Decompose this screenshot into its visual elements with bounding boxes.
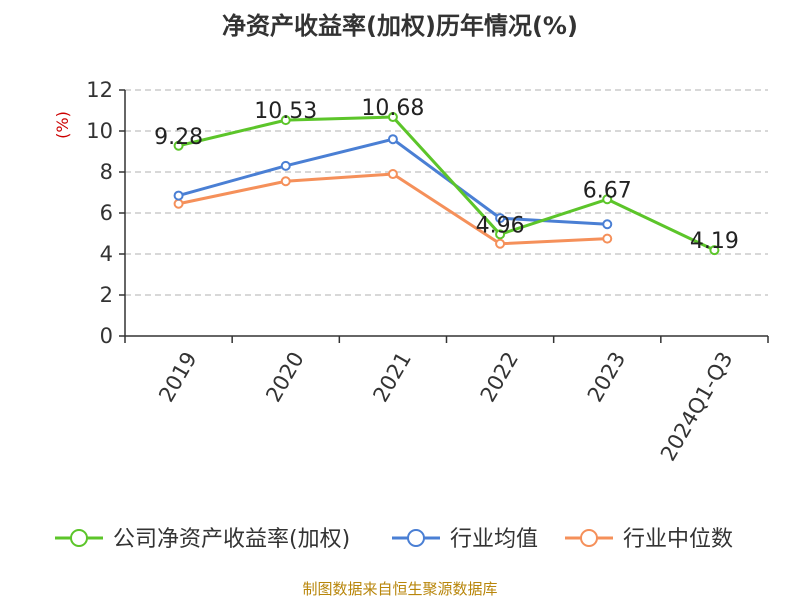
y-tick-label: 4 xyxy=(100,242,113,266)
data-label: 4.96 xyxy=(476,213,525,238)
series-point xyxy=(387,169,398,180)
series-point xyxy=(280,160,291,171)
series-point xyxy=(602,194,613,205)
series-point xyxy=(495,229,506,240)
series-point xyxy=(495,213,506,224)
legend-label: 行业均值 xyxy=(450,527,538,552)
y-axis-unit-label: (%) xyxy=(53,111,72,139)
grid-lines xyxy=(125,89,768,296)
series-line xyxy=(178,137,608,226)
legend-label: 公司净资产收益率(加权) xyxy=(113,527,350,552)
y-tick-label: 6 xyxy=(100,201,113,225)
x-tick-label: 2021 xyxy=(368,348,416,406)
data-labels: 9.28 10.53 10.68 4.96 6.67 4.19 xyxy=(154,96,739,254)
y-tick-label: 0 xyxy=(100,324,113,348)
y-tick-label: 8 xyxy=(100,160,113,184)
y-tick-label: 10 xyxy=(86,119,113,143)
series-point xyxy=(602,219,613,230)
series-point xyxy=(280,115,291,126)
chart-title: 净资产收益率(加权)历年情况(%) xyxy=(222,12,578,40)
x-tick-label: 2020 xyxy=(261,348,309,406)
series-point xyxy=(173,140,184,151)
series-point xyxy=(602,233,613,244)
y-tick-label: 2 xyxy=(100,283,113,307)
series-layer xyxy=(173,112,720,256)
legend-label: 行业中位数 xyxy=(623,527,733,552)
legend: 公司净资产收益率(加权) 行业均值 行业中位数 xyxy=(55,527,733,552)
series-point xyxy=(387,112,398,123)
series-line xyxy=(178,115,716,252)
x-tick-label: 2022 xyxy=(476,348,524,406)
legend-swatch-marker xyxy=(407,529,425,547)
x-tick-label: 2023 xyxy=(583,348,631,406)
series-point xyxy=(495,238,506,249)
data-label: 6.67 xyxy=(583,178,632,203)
y-tick-label: 12 xyxy=(86,78,113,102)
series-point xyxy=(173,198,184,209)
x-tick-label: 2019 xyxy=(154,348,202,406)
series-point xyxy=(280,176,291,187)
series-line xyxy=(178,172,608,246)
axes xyxy=(119,89,769,343)
data-label: 10.68 xyxy=(361,96,424,121)
series-point xyxy=(387,134,398,145)
source-note: 制图数据来自恒生聚源数据库 xyxy=(302,580,497,598)
legend-swatch-marker xyxy=(70,529,88,547)
series-point xyxy=(709,245,720,256)
data-label: 10.53 xyxy=(254,99,317,124)
x-tick-label: 2024Q1-Q3 xyxy=(656,348,738,465)
data-label: 9.28 xyxy=(154,125,203,150)
legend-swatch-marker xyxy=(580,529,598,547)
data-label: 4.19 xyxy=(690,229,739,254)
series-point xyxy=(173,190,184,201)
